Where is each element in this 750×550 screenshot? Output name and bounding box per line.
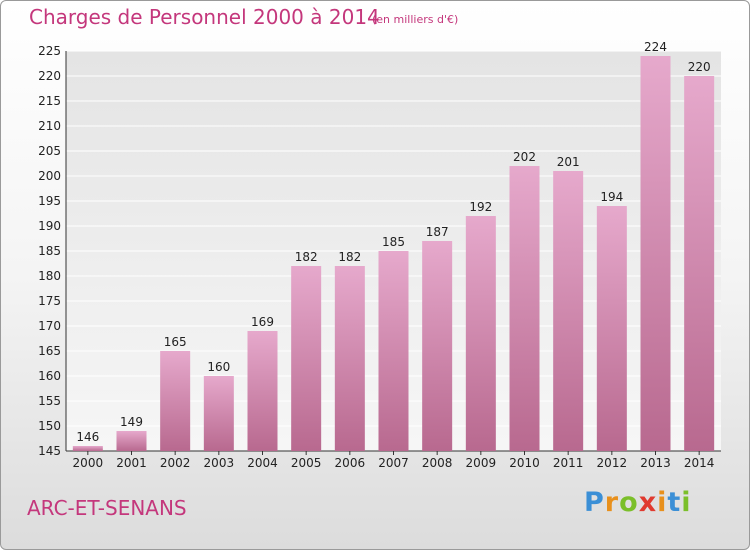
x-tick-label: 2013 (640, 456, 671, 470)
bar (684, 76, 715, 451)
y-tick-label: 175 (38, 294, 61, 308)
y-tick-label: 155 (38, 394, 61, 408)
bar-value-label: 160 (207, 360, 230, 374)
bar-value-label: 146 (76, 430, 99, 444)
bar-value-label: 182 (295, 250, 318, 264)
bar-value-label: 192 (469, 200, 492, 214)
bar-value-label: 220 (688, 60, 711, 74)
y-tick-label: 185 (38, 244, 61, 258)
x-tick-label: 2007 (378, 456, 409, 470)
y-tick-label: 220 (38, 69, 61, 83)
y-tick-label: 195 (38, 194, 61, 208)
logo-letter: P (584, 487, 605, 518)
logo-letter: o (619, 487, 639, 518)
y-tick-label: 205 (38, 144, 61, 158)
y-tick-label: 225 (38, 44, 61, 58)
bar (509, 166, 540, 451)
x-tick-label: 2006 (335, 456, 366, 470)
bar (160, 351, 191, 451)
logo-letter: r (604, 487, 620, 518)
bar-value-label: 202 (513, 150, 536, 164)
bar (422, 241, 453, 451)
x-tick-label: 2012 (597, 456, 628, 470)
proxiti-logo: Proxiti (584, 487, 692, 518)
y-tick-label: 150 (38, 419, 61, 433)
bar (334, 266, 365, 451)
y-tick-label: 145 (38, 444, 61, 458)
bar-value-label: 182 (338, 250, 361, 264)
bar-value-label: 201 (557, 155, 580, 169)
bar (596, 206, 627, 451)
y-tick-label: 210 (38, 119, 61, 133)
x-tick-label: 2005 (291, 456, 322, 470)
x-tick-label: 2001 (116, 456, 147, 470)
x-tick-label: 2000 (73, 456, 104, 470)
chart-subtitle: (en milliers d'€) (372, 13, 459, 26)
y-tick-label: 165 (38, 344, 61, 358)
x-tick-label: 2010 (509, 456, 540, 470)
y-tick-label: 200 (38, 169, 61, 183)
chart-title: Charges de Personnel 2000 à 2014 (29, 5, 380, 29)
y-tick-label: 190 (38, 219, 61, 233)
bar (72, 446, 103, 451)
bar (640, 56, 671, 451)
bar-value-label: 194 (600, 190, 623, 204)
y-tick-label: 215 (38, 94, 61, 108)
x-tick-label: 2004 (247, 456, 278, 470)
x-tick-label: 2003 (204, 456, 235, 470)
bar (203, 376, 234, 451)
y-tick-label: 160 (38, 369, 61, 383)
x-tick-label: 2009 (466, 456, 497, 470)
bar (553, 171, 584, 451)
logo-letter: t (667, 487, 682, 518)
bar (465, 216, 496, 451)
x-tick-label: 2008 (422, 456, 453, 470)
y-tick-label: 170 (38, 319, 61, 333)
bar (247, 331, 278, 451)
bar (116, 431, 147, 451)
logo-letter: i (681, 487, 692, 518)
bar-value-label: 224 (644, 40, 667, 54)
x-tick-label: 2014 (684, 456, 715, 470)
bar-value-label: 169 (251, 315, 274, 329)
x-tick-label: 2011 (553, 456, 584, 470)
bar (378, 251, 409, 451)
x-tick-label: 2002 (160, 456, 191, 470)
y-tick-label: 180 (38, 269, 61, 283)
bar-value-label: 165 (164, 335, 187, 349)
bar (291, 266, 322, 451)
commune-name: ARC-ET-SENANS (27, 496, 187, 520)
logo-letter: i (657, 487, 668, 518)
bar-value-label: 187 (426, 225, 449, 239)
logo-letter: x (638, 487, 658, 518)
bar-value-label: 185 (382, 235, 405, 249)
bar-value-label: 149 (120, 415, 143, 429)
